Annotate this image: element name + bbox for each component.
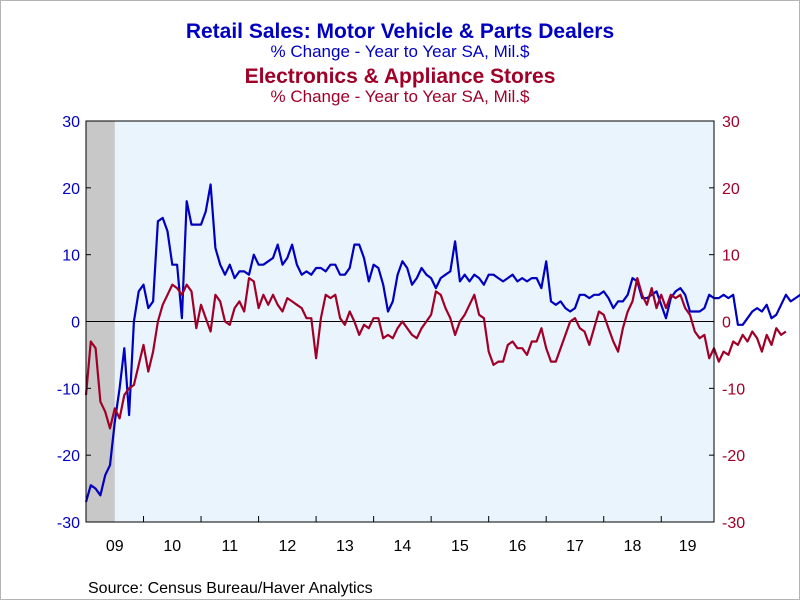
x-tick-label: 11 <box>222 538 239 555</box>
x-tick-label: 18 <box>624 538 642 555</box>
right-tick-label: 30 <box>722 114 740 131</box>
left-tick-label: 20 <box>62 181 80 198</box>
title-line-1: Retail Sales: Motor Vehicle & Parts Deal… <box>186 20 614 43</box>
chart-titles: Retail Sales: Motor Vehicle & Parts Deal… <box>186 20 614 106</box>
x-tick-label: 13 <box>336 538 354 555</box>
plot-area <box>84 120 800 523</box>
right-tick-label: -30 <box>722 515 745 532</box>
right-axis: -30 -20 -10 0 10 20 30 <box>709 114 745 532</box>
right-tick-label: 10 <box>722 248 740 265</box>
title-line-2: % Change - Year to Year SA, Mil.$ <box>271 42 530 61</box>
series-line-1 <box>84 183 800 503</box>
title-line-4: % Change - Year to Year SA, Mil.$ <box>271 87 530 106</box>
left-axis: -30 -20 -10 0 10 20 30 <box>57 114 91 532</box>
series-line-2 <box>84 277 787 430</box>
left-tick-label: -30 <box>57 515 80 532</box>
right-tick-label: -10 <box>722 381 745 398</box>
x-tick-label: 12 <box>278 538 296 555</box>
left-tick-label: -20 <box>57 448 80 465</box>
right-tick-label: -20 <box>722 448 745 465</box>
x-axis: 09 10 11 12 13 14 15 16 17 18 19 <box>106 516 697 555</box>
right-tick-label: 20 <box>722 181 740 198</box>
title-line-3: Electronics & Appliance Stores <box>245 65 556 88</box>
x-tick-label: 15 <box>451 538 469 555</box>
x-tick-label: 14 <box>393 538 411 555</box>
left-tick-label: 0 <box>71 315 80 332</box>
left-tick-label: 10 <box>62 248 80 265</box>
x-tick-label: 16 <box>509 538 527 555</box>
x-tick-label: 17 <box>566 538 584 555</box>
left-tick-label: -10 <box>57 381 80 398</box>
x-tick-label: 09 <box>106 538 124 555</box>
x-tick-label: 19 <box>679 538 697 555</box>
source-note: Source: Census Bureau/Haver Analytics <box>88 580 373 597</box>
x-tick-label: 10 <box>163 538 181 555</box>
left-tick-label: 30 <box>62 114 80 131</box>
right-tick-label: 0 <box>722 315 731 332</box>
